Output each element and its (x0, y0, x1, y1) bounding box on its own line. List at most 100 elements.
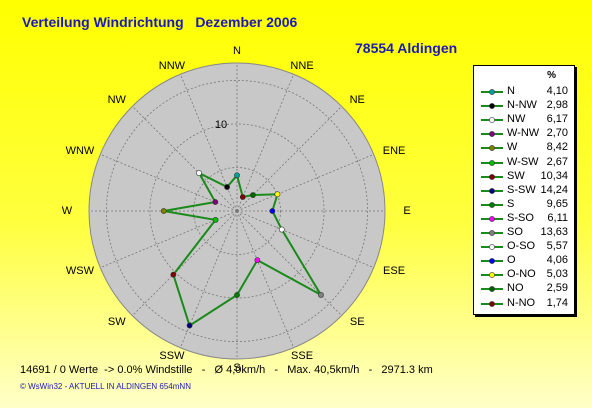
legend-swatch (481, 173, 503, 180)
legend-direction: S-SO (507, 211, 534, 224)
compass-label-wsw: WSW (65, 265, 94, 278)
legend-value: 14,24 (540, 183, 568, 196)
point-w-nw (212, 199, 219, 205)
point-nw (196, 170, 202, 176)
legend-item: W-NW 2,70 (474, 127, 574, 141)
legend-value: 4,06 (546, 254, 568, 267)
legend-item: NO 2,59 (474, 282, 574, 296)
legend-item: O 4,06 (474, 254, 574, 268)
legend-swatch (481, 201, 503, 208)
legend-swatch (481, 145, 503, 152)
compass-label-ssw: SSW (159, 350, 185, 363)
ring-5 (193, 167, 281, 255)
point-n-no (239, 194, 246, 200)
compass-label-sse: SSE (291, 350, 314, 363)
legend-direction: O (507, 254, 516, 267)
spoke-5 (236, 210, 374, 269)
ring-10 (149, 123, 325, 299)
legend-item: O-SO 5,57 (474, 240, 574, 254)
legend-item: NW 6,17 (474, 113, 574, 127)
legend-item: O-NO 5,03 (474, 268, 574, 282)
point-s (234, 292, 240, 298)
point-n (234, 172, 240, 179)
legend-swatch (481, 272, 503, 279)
legend-swatch (481, 159, 503, 166)
legend-value: 5,57 (546, 240, 568, 253)
point-o (269, 208, 276, 214)
legend-value: 1,74 (546, 296, 568, 309)
legend-swatch (481, 244, 503, 250)
point-no (250, 192, 256, 198)
legend-value: 8,42 (546, 141, 568, 154)
legend-item: SW 10,34 (474, 170, 574, 184)
station-label: 78554 Aldingen (355, 40, 458, 56)
legend-direction: W (507, 141, 518, 154)
legend-item: S-SO 6,11 (474, 212, 574, 226)
point-w (160, 208, 167, 214)
legend: % N 4,10 N-NW 2,98 NW 6,17 W-NW 2,70 W 8,42 W-SW 2,… (473, 65, 575, 315)
legend-direction: W-NW (507, 127, 540, 140)
spoke-14 (132, 106, 238, 212)
legend-value: 2,67 (546, 155, 568, 168)
stats-line: 14691 / 0 Werte -> 0.0% Windstille - Ø 4… (20, 364, 433, 376)
legend-item: N 4,10 (474, 85, 574, 99)
legend-direction: O-NO (507, 268, 536, 281)
ring-label-10: 10 (214, 118, 228, 131)
legend-value: 6,11 (547, 211, 568, 224)
point-o-no (274, 191, 281, 198)
legend-swatch (481, 230, 503, 236)
point-w-sw (212, 216, 219, 223)
legend-item: W-SW 2,67 (474, 156, 574, 170)
point-s-sw (186, 322, 193, 329)
legend-swatch (481, 286, 503, 293)
spoke-6 (236, 210, 342, 316)
spoke-3 (236, 153, 374, 212)
compass-label-nne: NNE (290, 59, 314, 72)
compass-label-w: W (61, 205, 73, 217)
chart-title: Verteilung Windrichtung Dezember 2006 (22, 14, 298, 30)
legend-direction: O-SO (507, 240, 536, 253)
point-s-so (254, 257, 261, 264)
legend-direction: N-NW (507, 99, 537, 112)
spoke-9 (179, 210, 238, 348)
legend-swatch (481, 215, 503, 222)
spoke-10 (132, 210, 238, 316)
compass-label-sw: SW (107, 316, 126, 329)
legend-direction: NO (507, 282, 524, 295)
legend-direction: N-NO (507, 296, 536, 309)
legend-direction: SO (507, 226, 523, 238)
legend-swatch (481, 131, 503, 138)
compass-label-ese: ESE (383, 265, 406, 278)
ring-15 (106, 80, 368, 342)
legend-direction: S (507, 197, 515, 210)
legend-value: 2,98 (546, 99, 568, 112)
legend-item: S 9,65 (474, 198, 574, 212)
legend-direction: NW (507, 113, 526, 126)
footer-credit: © WsWin32 - AKTUELL IN ALDINGEN 654mNN (20, 382, 191, 391)
point-o-so (278, 226, 285, 233)
compass-label-se: SE (349, 316, 365, 329)
compass-label-nnw: NNW (158, 59, 186, 72)
point-n-nw (224, 184, 230, 190)
compass-label-s: S (233, 362, 241, 374)
spoke-1 (236, 74, 295, 212)
compass-label-nw: NW (107, 93, 126, 106)
legend-swatch (481, 258, 503, 265)
legend-value: 5,03 (546, 268, 568, 281)
legend-value: 9,65 (546, 197, 568, 210)
compass-label-ne: NE (349, 93, 365, 106)
legend-value: 6,17 (546, 113, 568, 126)
legend-swatch (481, 300, 503, 307)
legend-direction: N (507, 85, 515, 97)
legend-swatch (481, 103, 503, 109)
legend-item: S-SW 14,24 (474, 184, 574, 198)
spoke-7 (236, 210, 295, 348)
compass-label-wnw: WNW (65, 144, 95, 157)
legend-direction: W-SW (507, 155, 539, 168)
point-so (318, 292, 324, 298)
legend-direction: SW (507, 169, 525, 182)
legend-value: 13,63 (540, 226, 568, 238)
legend-item: SO 13,63 (474, 226, 574, 240)
legend-value: 2,70 (546, 127, 568, 140)
